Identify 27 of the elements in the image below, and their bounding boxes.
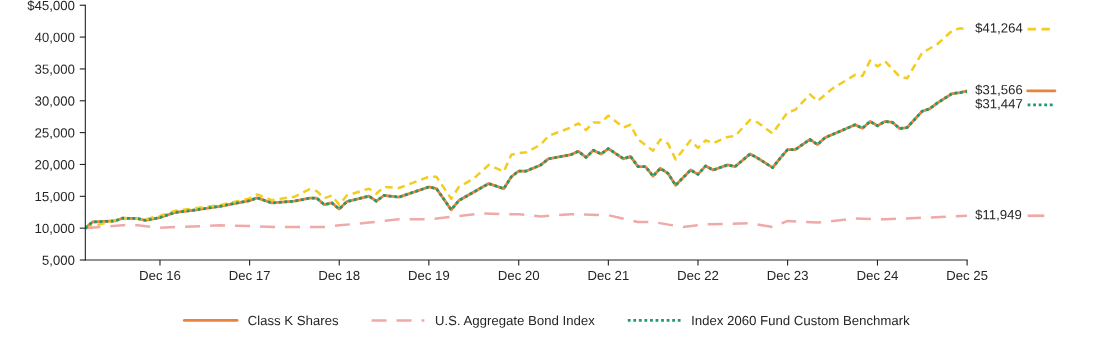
legend-label: Index 2060 Fund Custom Benchmark <box>692 315 910 326</box>
x-tick-label: Dec 24 <box>857 270 898 281</box>
y-tick-label: 20,000 <box>35 160 75 171</box>
annotation: $41,264 <box>975 22 1023 35</box>
legend-label: U.S. Aggregate Bond Index <box>435 315 595 328</box>
x-tick-label: Dec 23 <box>767 270 808 281</box>
y-tick-label: 25,000 <box>35 128 75 140</box>
x-tick-label: Dec 22 <box>678 270 719 281</box>
annotation: $11,949 <box>975 209 1022 221</box>
y-tick-label: 10,000 <box>35 223 75 235</box>
legend-label: Class K Shares <box>248 315 339 326</box>
x-tick-label: Dec 20 <box>498 270 540 281</box>
x-tick-label: Dec 17 <box>229 270 270 281</box>
y-tick-label: 5,000 <box>42 255 75 267</box>
y-tick-label: $45,000 <box>27 0 75 12</box>
x-tick-label: Dec 19 <box>409 270 450 281</box>
y-tick-label: 35,000 <box>35 64 75 76</box>
x-tick-label: Dec 18 <box>319 270 360 281</box>
y-tick-label: 40,000 <box>34 32 75 44</box>
annotation: $31,447 <box>975 98 1023 110</box>
line-series <box>85 212 968 230</box>
x-tick-label: Dec 21 <box>588 270 629 281</box>
y-tick-label: 30,000 <box>35 96 75 108</box>
annotation: $31,566 <box>975 84 1023 96</box>
x-tick-label: Dec 16 <box>140 270 181 281</box>
x-tick-label: Dec 25 <box>947 270 988 281</box>
y-tick-label: 15,000 <box>35 191 75 203</box>
